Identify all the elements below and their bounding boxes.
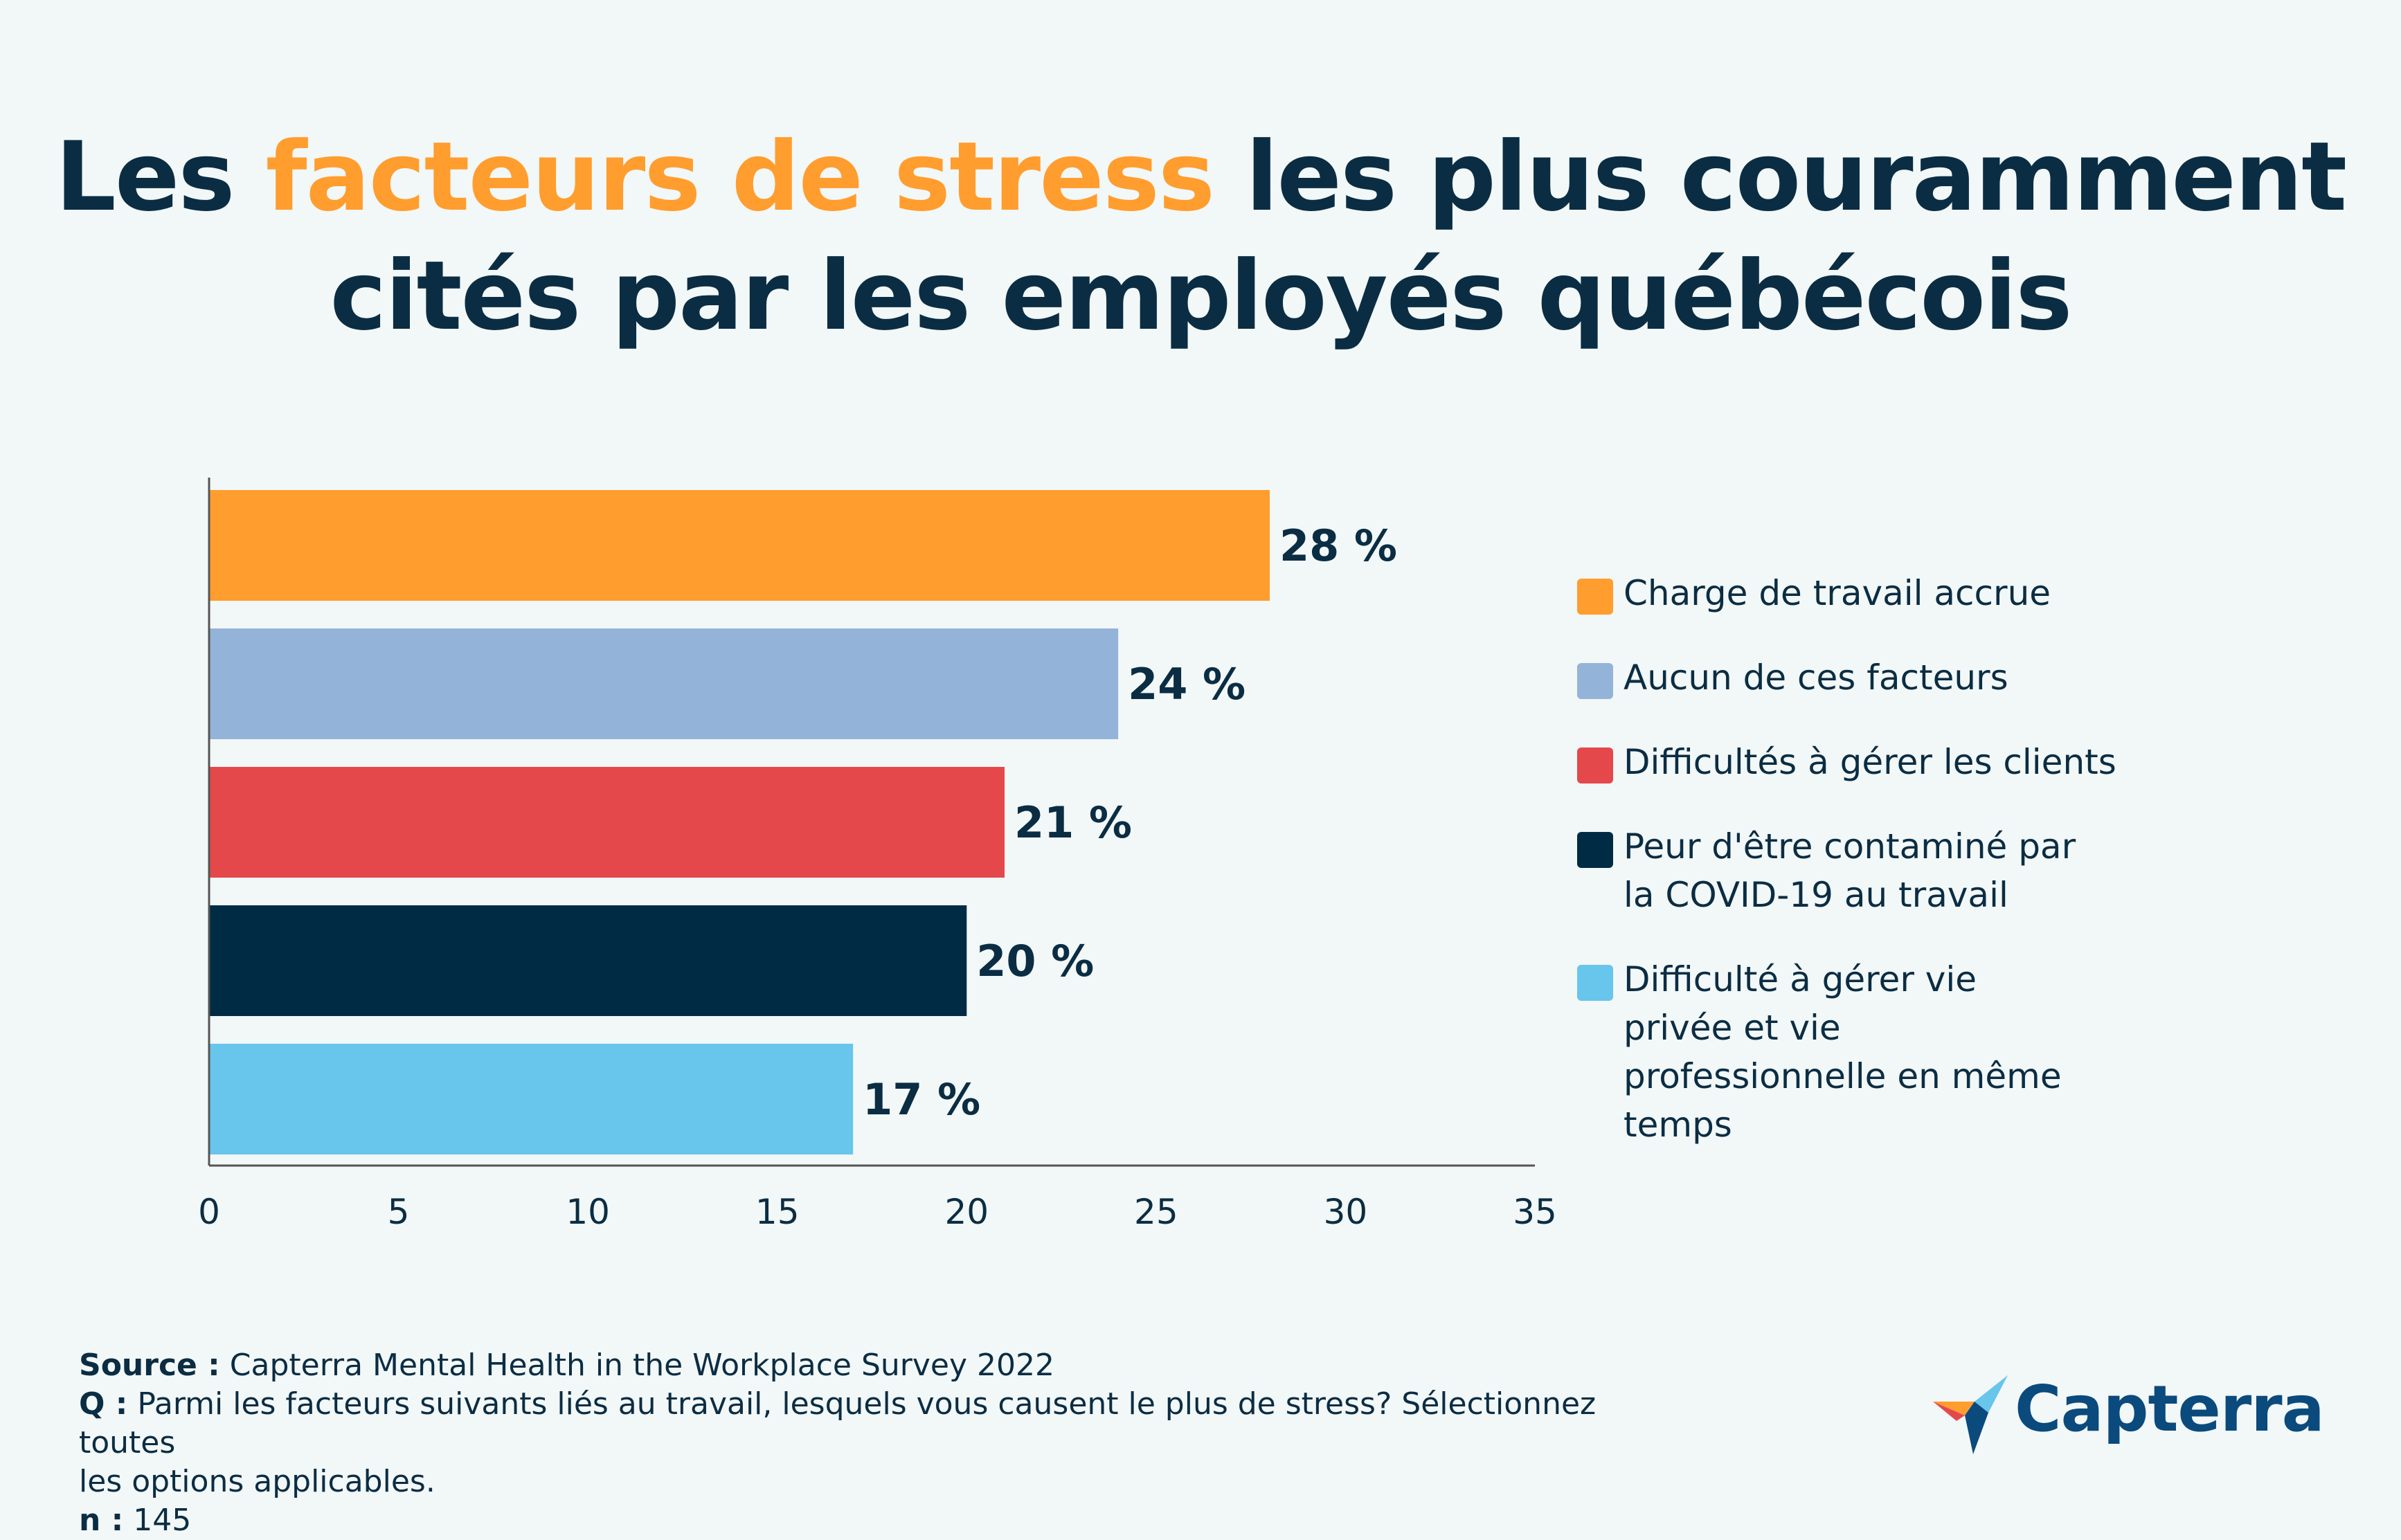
legend-label-line: Charge de travail accrue: [1624, 573, 2051, 613]
title-highlight: facteurs de stress: [265, 121, 1215, 233]
data-label-4: 20 %: [976, 936, 1094, 986]
bar-3: [209, 767, 1005, 878]
capterra-arrow-icon: [1933, 1375, 2008, 1454]
question-text-line1: Parmi les facteurs suivants liés au trav…: [79, 1386, 1597, 1460]
sample-size-line: n : 145: [79, 1501, 1692, 1540]
legend-label-line: Difficulté à gérer vie: [1624, 959, 1977, 999]
x-tick-labels-layer: 0 5 10 15 20 25 30 35: [198, 1192, 1557, 1232]
legend-swatch-5: [1577, 965, 1613, 1001]
legend-swatch-4: [1577, 832, 1613, 868]
legend-label-line: Peur d'être contaminé par: [1624, 826, 2076, 867]
x-tick-label-0: 0: [198, 1192, 220, 1232]
question-line-2: les options applicables.: [79, 1462, 1692, 1501]
bar-2: [209, 628, 1119, 739]
data-label-5: 17 %: [863, 1074, 980, 1125]
legend-label-1: Charge de travail accrue: [1624, 569, 2122, 617]
legend-label-line: Difficultés à gérer les clients: [1624, 742, 2116, 782]
legend-label-line: Aucun de ces facteurs: [1624, 658, 2008, 698]
legend-label-5: Difficulté à gérer vie privée et vie profe…: [1624, 955, 2122, 1149]
bars-layer: [209, 490, 1270, 1154]
bar-5: [209, 1044, 854, 1154]
x-tick-label-25: 25: [1134, 1192, 1178, 1232]
title-part1: Les: [55, 121, 266, 233]
logo-text: Capterra: [2015, 1372, 2325, 1446]
n-value: 145: [123, 1503, 192, 1538]
x-tick-label-20: 20: [944, 1192, 989, 1232]
x-tick-label-10: 10: [566, 1192, 610, 1232]
title-part2: les plus couramment: [1214, 121, 2347, 233]
x-tick-label-5: 5: [388, 1192, 410, 1232]
x-tick-label-15: 15: [755, 1192, 800, 1232]
legend-label-2: Aucun de ces facteurs: [1624, 653, 2122, 702]
title-line2: cités par les employés québécois: [330, 240, 2072, 352]
source-line: Source : Capterra Mental Health in the W…: [79, 1346, 1692, 1385]
bar-4: [209, 905, 967, 1016]
source-label: Source :: [79, 1348, 220, 1383]
n-label: n :: [79, 1503, 124, 1538]
legend-label-3: Difficultés à gérer les clients: [1624, 738, 2122, 786]
legend-label-line: temps: [1624, 1105, 1732, 1145]
data-label-3: 21 %: [1014, 797, 1132, 848]
legend-swatch-3: [1577, 748, 1613, 783]
question-text-line2: les options applicables.: [79, 1464, 435, 1499]
data-labels-layer: 28 % 24 % 21 % 20 % 17 %: [863, 520, 1397, 1125]
legend-label-line: professionnelle en même: [1624, 1056, 2062, 1096]
data-label-1: 28 %: [1279, 520, 1397, 571]
question-line: Q : Parmi les facteurs suivants liés au …: [79, 1385, 1692, 1462]
bar-1: [209, 490, 1270, 601]
capterra-logo: Capterra: [1932, 1367, 2325, 1457]
legend-label-line: privée et vie: [1624, 1008, 1841, 1048]
data-label-2: 24 %: [1128, 659, 1246, 709]
legend-label-line: la COVID-19 au travail: [1624, 875, 2008, 915]
chart-title: Les facteurs de stress les plus couramme…: [0, 118, 2401, 356]
footer: Source : Capterra Mental Health in the W…: [79, 1346, 1692, 1540]
legend-label-4: Peur d'être contaminé par la COVID-19 au …: [1624, 822, 2122, 919]
legend-swatch-1: [1577, 579, 1613, 615]
x-tick-label-35: 35: [1513, 1192, 1557, 1232]
x-tick-label-30: 30: [1324, 1192, 1368, 1232]
question-label: Q :: [79, 1386, 128, 1422]
source-text: Capterra Mental Health in the Workplace …: [219, 1348, 1054, 1383]
legend-swatch-2: [1577, 663, 1613, 699]
